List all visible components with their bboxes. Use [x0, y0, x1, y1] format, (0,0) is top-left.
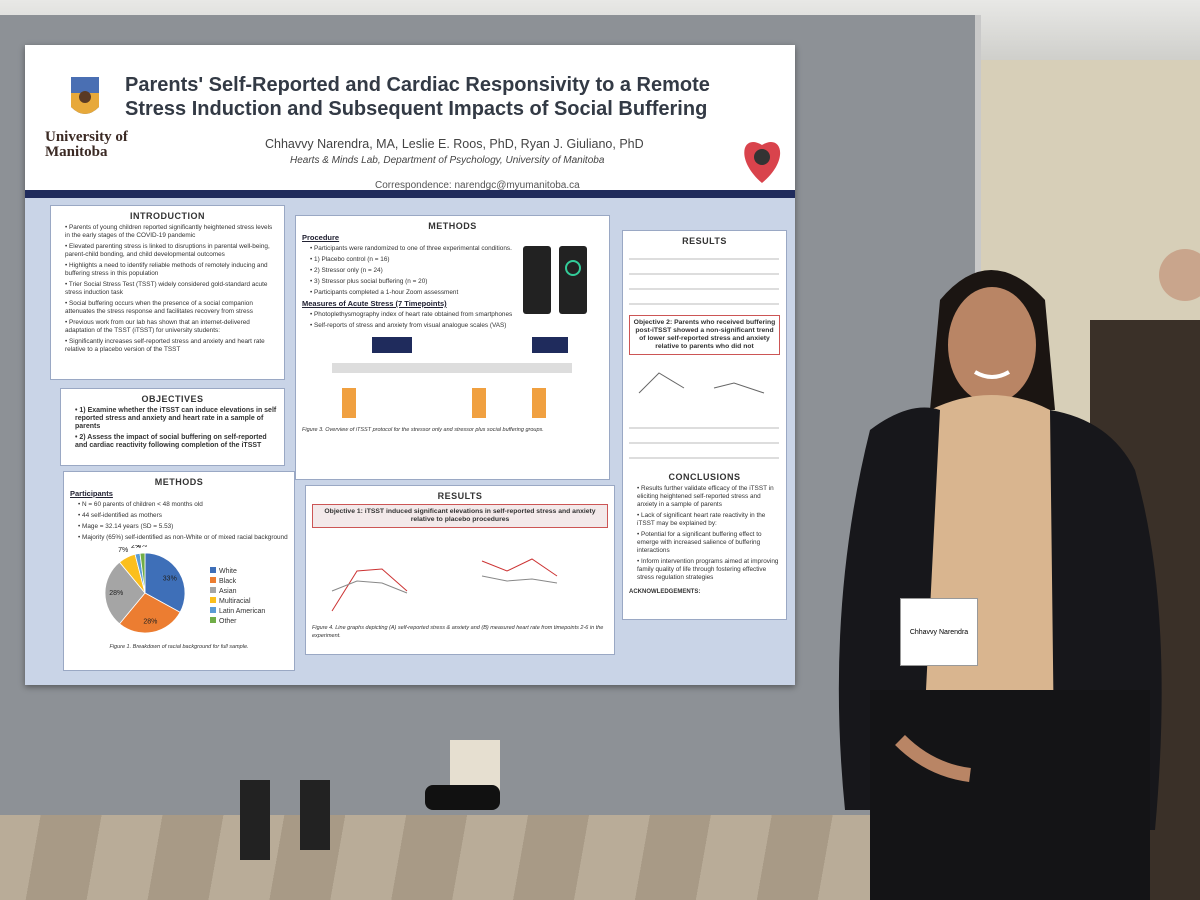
heading: INTRODUCTION — [130, 211, 205, 221]
legend-label: Black — [219, 578, 237, 585]
subheading: Measures of Acute Stress (7 Timepoints) — [302, 299, 447, 308]
pie-slice — [139, 552, 146, 594]
slice-label: 2% — [137, 545, 147, 549]
bullet: • Parents of young children reported sig… — [65, 224, 273, 239]
slice-label: 7% — [118, 547, 128, 554]
bullet-list: • Parents of young children reported sig… — [57, 224, 278, 354]
legend-swatch — [210, 577, 216, 583]
header-band — [25, 190, 795, 198]
bullet: • 1) Examine whether the iTSST can induc… — [75, 407, 277, 430]
authors: Chhavvy Narendra, MA, Leslie E. Roos, Ph… — [265, 137, 644, 151]
bullet-list: • Participants were randomized to one of… — [302, 245, 512, 297]
bullet-list: • N = 60 parents of children < 48 months… — [70, 501, 288, 542]
bullet: • Highlights a need to identify reliable… — [65, 262, 268, 277]
table-image — [629, 258, 779, 305]
bullet: • 2) Stressor only (n = 24) — [310, 267, 383, 274]
bullet: • Potential for a significant buffering … — [637, 531, 762, 554]
objective-box: Objective 1: iTSST induced significant e… — [312, 504, 608, 528]
poster-title: Parents' Self-Reported and Cardiac Respo… — [125, 73, 765, 121]
phone-images — [523, 246, 587, 314]
heading: METHODS — [428, 221, 477, 231]
legend-label: Multiracial — [219, 598, 251, 605]
legend-swatch — [210, 597, 216, 603]
objective-box: Objective 2: Parents who received buffer… — [629, 315, 780, 355]
legend-swatch — [210, 587, 216, 593]
bullet: • Previous work from our lab has shown t… — [65, 319, 250, 334]
heading: OBJECTIVES — [141, 394, 204, 404]
legend-swatch — [210, 617, 216, 623]
correspondence: Correspondence: narendgc@myumanitoba.ca — [375, 180, 580, 191]
heading: METHODS — [154, 477, 204, 487]
legend-label: Other — [219, 618, 237, 625]
slice-label: 2% — [131, 545, 141, 550]
graphs-and-table — [629, 372, 779, 459]
heading: RESULTS — [682, 236, 727, 246]
university: University of Manitoba — [45, 129, 128, 160]
bullet: • Participants completed a 1-hour Zoom a… — [310, 289, 459, 296]
bullet: • Self-reports of stress and anxiety fro… — [310, 322, 507, 329]
right-panel: RESULTS Objective 2: Parents who receive… — [622, 230, 787, 620]
methods-panel: METHODS Participants • N = 60 parents of… — [63, 471, 295, 671]
line-graphs — [331, 558, 558, 612]
legend-label: White — [219, 568, 237, 575]
bullet: • Trier Social Stress Test (TSST) widely… — [65, 281, 268, 296]
objectives-panel: OBJECTIVES • 1) Examine whether the iTSS… — [60, 388, 285, 466]
bullet: • N = 60 parents of children < 48 months… — [78, 501, 203, 508]
pie-slice — [118, 592, 181, 634]
bullet: • Participants were randomized to one of… — [310, 245, 512, 252]
objective-list: • 1) Examine whether the iTSST can induc… — [67, 407, 278, 450]
pie-slice — [144, 552, 186, 613]
heart-icon — [744, 142, 781, 183]
bullet: • Elevated parenting stress is linked to… — [65, 243, 270, 258]
results-panel: RESULTS Objective 1: iTSST induced signi… — [305, 485, 615, 655]
logo — [71, 77, 99, 114]
legend-swatch — [210, 607, 216, 613]
bullet: • 2) Assess the impact of social bufferi… — [75, 434, 267, 449]
poster: University of Manitoba Parents' Self-Rep… — [25, 45, 795, 685]
heading: CONCLUSIONS — [668, 472, 741, 482]
legend-label: Latin American — [219, 608, 265, 615]
title-line: Stress Induction and Subsequent Impacts … — [125, 98, 708, 120]
caption: Figure 4. Line graphs depicting (A) self… — [312, 625, 604, 639]
bullet: • 1) Placebo control (n = 16) — [310, 256, 390, 263]
bullet-list: • Photoplethysmography index of heart ra… — [302, 311, 603, 330]
pie-slice — [104, 561, 146, 625]
bullet: • Results further validate efficacy of t… — [637, 485, 774, 508]
title-line: Parents' Self-Reported and Cardiac Respo… — [125, 74, 710, 96]
slice-label: 28% — [143, 618, 157, 625]
lab: Hearts & Minds Lab, Department of Psycho… — [290, 155, 605, 166]
subheading: Procedure — [302, 233, 340, 242]
bullet: • Social buffering occurs when the prese… — [65, 300, 253, 315]
bullet: • Majority (65%) self-identified as non-… — [78, 534, 288, 541]
procedure-panel: METHODS Procedure • Participants were ra… — [295, 215, 610, 480]
legend-swatch — [210, 567, 216, 573]
caption: Figure 1. Breakdown of racial background… — [109, 644, 249, 650]
heading: RESULTS — [437, 491, 483, 501]
poster-header: University of Manitoba Parents' Self-Rep… — [25, 45, 795, 191]
protocol-diagram — [332, 337, 572, 418]
acknowledgements: ACKNOWLEDGEMENTS: — [629, 589, 701, 595]
subheading: Participants — [70, 489, 113, 498]
bullet: • Inform intervention programs aimed at … — [637, 558, 779, 581]
slice-label: 28% — [109, 590, 123, 597]
slice-label: 33% — [163, 575, 177, 582]
bullet: • Photoplethysmography index of heart ra… — [310, 311, 513, 318]
legend-label: Asian — [219, 588, 237, 595]
introduction-panel: INTRODUCTION • Parents of young children… — [50, 205, 285, 380]
pie-chart: 33% White 28% Black 28% Asian 7% Multiracial 2% L… — [104, 542, 265, 634]
bullet: • Significantly increases self-reported … — [65, 338, 265, 353]
bullet: • 44 self-identified as mothers — [78, 512, 162, 519]
name-badge: Chhavvy Narendra — [900, 598, 978, 666]
bullet: • Mage = 32.14 years (SD = 5.53) — [78, 523, 174, 530]
bullet-list: • Results further validate efficacy of t… — [629, 485, 780, 582]
caption: Figure 3. Overview of iTSST protocol for… — [302, 427, 544, 433]
bullet: • 3) Stressor plus social buffering (n =… — [310, 278, 428, 285]
bullet: • Lack of significant heart rate reactiv… — [637, 512, 766, 527]
